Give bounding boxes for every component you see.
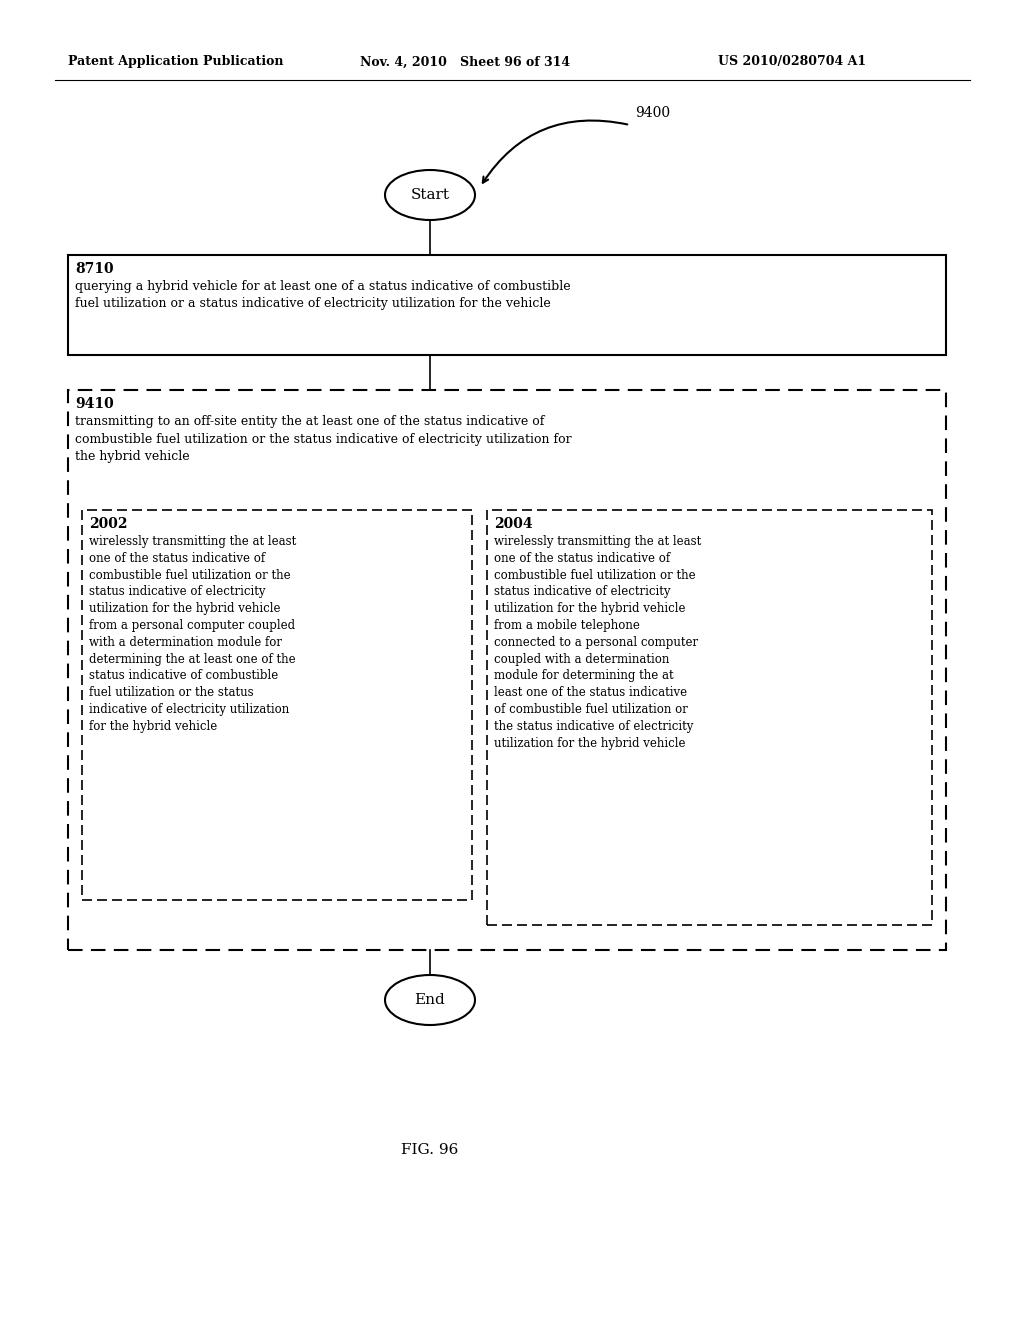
Bar <box>68 389 946 950</box>
Text: 8710: 8710 <box>75 261 114 276</box>
Text: 9400: 9400 <box>635 106 670 120</box>
Text: 2004: 2004 <box>494 517 532 531</box>
Text: Nov. 4, 2010   Sheet 96 of 314: Nov. 4, 2010 Sheet 96 of 314 <box>360 55 570 69</box>
Text: wirelessly transmitting the at least
one of the status indicative of
combustible: wirelessly transmitting the at least one… <box>494 535 701 750</box>
Text: FIG. 96: FIG. 96 <box>401 1143 459 1158</box>
Bar <box>68 255 946 355</box>
Text: Patent Application Publication: Patent Application Publication <box>68 55 284 69</box>
Bar <box>487 510 932 925</box>
Text: wirelessly transmitting the at least
one of the status indicative of
combustible: wirelessly transmitting the at least one… <box>89 535 296 733</box>
Text: transmitting to an off-site entity the at least one of the status indicative of
: transmitting to an off-site entity the a… <box>75 414 571 463</box>
Bar <box>82 510 472 900</box>
Text: End: End <box>415 993 445 1007</box>
Text: US 2010/0280704 A1: US 2010/0280704 A1 <box>718 55 866 69</box>
Text: 9410: 9410 <box>75 397 114 411</box>
Text: Start: Start <box>411 187 450 202</box>
Text: querying a hybrid vehicle for at least one of a status indicative of combustible: querying a hybrid vehicle for at least o… <box>75 280 570 310</box>
Text: 2002: 2002 <box>89 517 128 531</box>
